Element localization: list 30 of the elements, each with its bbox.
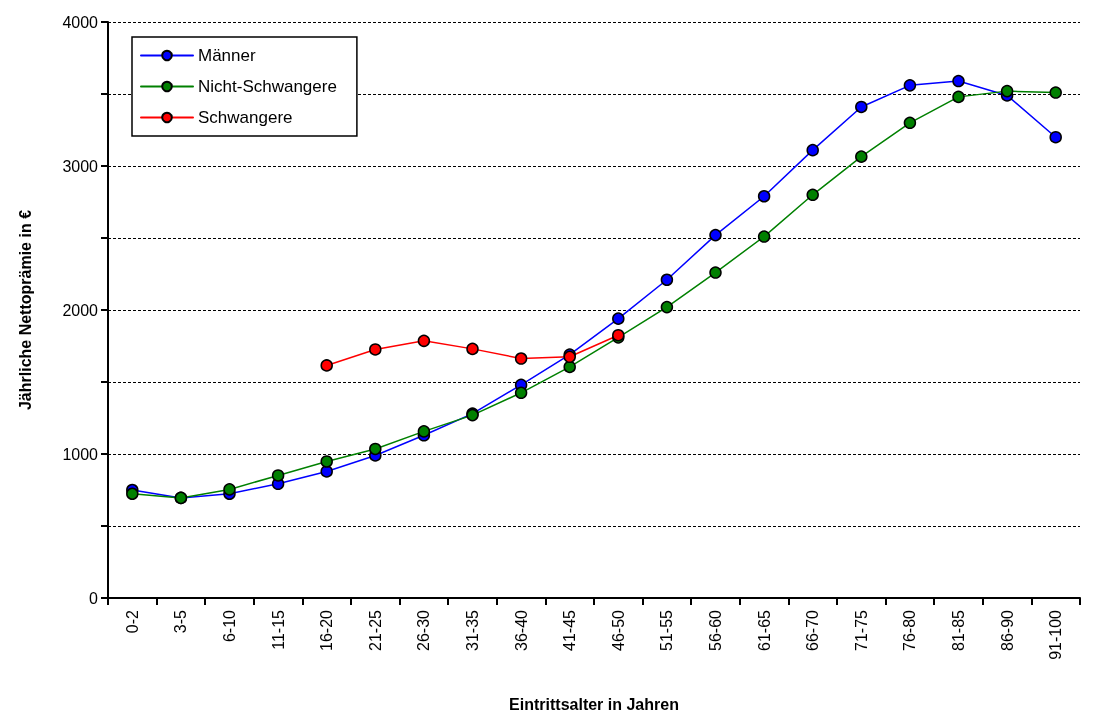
x-tick-label: 36-40 — [512, 609, 530, 651]
x-tick-label: 91-100 — [1047, 609, 1065, 660]
x-tick-label: 71-75 — [852, 609, 870, 651]
y-tick-label: 2000 — [62, 301, 99, 319]
x-tick-label: 0-2 — [123, 609, 141, 634]
x-axis-title: Eintrittsalter in Jahren — [509, 695, 679, 713]
x-tick-label: 3-5 — [172, 609, 190, 634]
y-tick-label: 4000 — [62, 13, 99, 31]
x-tick-label: 6-10 — [221, 609, 238, 643]
x-tick-label: 86-90 — [998, 609, 1016, 651]
x-tick-label: 46-50 — [609, 609, 627, 651]
y-tick-label: 0 — [89, 589, 99, 607]
x-tick-label: 56-60 — [707, 609, 724, 651]
x-tick-label: 21-25 — [366, 609, 384, 651]
x-tick-label: 31-35 — [464, 609, 481, 651]
y-tick-label: 3000 — [62, 157, 99, 175]
x-tick-label: 41-45 — [561, 609, 579, 651]
x-tick-label: 81-85 — [950, 609, 967, 651]
x-tick-label: 16-20 — [318, 609, 336, 651]
x-tick-label: 26-30 — [415, 609, 433, 651]
x-tick-label: 61-65 — [755, 609, 773, 651]
x-tick-label: 11-15 — [269, 609, 287, 650]
legend-label: Schwangere — [198, 108, 293, 127]
x-tick-label: 76-80 — [901, 609, 919, 651]
legend-label: Nicht-Schwangere — [198, 77, 337, 96]
y-axis-title: Jährliche Nettoprämie in € — [16, 209, 34, 411]
legend-label: Männer — [198, 46, 256, 65]
x-tick-label: 66-70 — [804, 609, 822, 651]
x-tick-label: 51-55 — [658, 609, 676, 651]
y-tick-label: 1000 — [62, 445, 99, 463]
